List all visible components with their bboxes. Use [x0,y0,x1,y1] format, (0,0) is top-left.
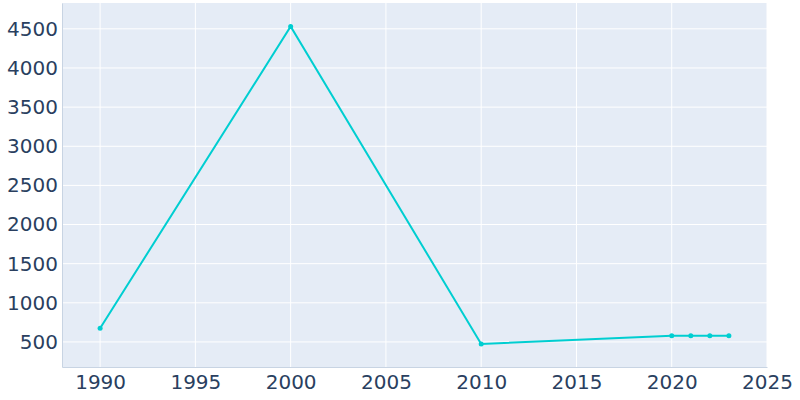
x-tick-label: 2020 [647,370,698,394]
marker [707,333,712,338]
x-tick-label: 2000 [266,370,317,394]
y-axis-line [62,4,63,368]
y-tick-label: 2500 [7,173,58,197]
x-tick-label: 2010 [456,370,507,394]
y-tick: 2000 [7,212,62,236]
y-tick: 2500 [7,173,62,197]
y-grid-line [62,263,767,264]
x-tick-label: 1990 [75,370,126,394]
x-tick-label: 2005 [361,370,412,394]
line [100,26,729,343]
chart: 1990 1995 2000 2005 2010 2015 2020 2025 500 1000 1… [0,0,800,400]
y-tick-label: 1000 [7,291,58,315]
grid [62,3,767,367]
y-grid-line [62,302,767,303]
y-tick-label: 3500 [7,95,58,119]
x-tick: 1995 [170,367,221,394]
x-tick: 2000 [266,367,317,394]
y-tick: 3500 [7,95,62,119]
x-tick: 2010 [456,367,507,394]
y-grid-line [62,341,767,342]
marker [288,24,293,29]
x-tick: 2015 [552,367,603,394]
y-grid-line [62,28,767,29]
marker [669,333,674,338]
y-tick-label: 1500 [7,252,58,276]
y-grid-line [62,185,767,186]
marker [479,341,484,346]
y-tick: 4000 [7,56,62,80]
y-tick: 500 [20,330,62,354]
y-tick: 3000 [7,134,62,158]
x-tick-label: 1995 [170,370,221,394]
y-grid-line [62,146,767,147]
marker [98,326,103,331]
x-axis-line [63,367,768,368]
plot: 1990 1995 2000 2005 2010 2015 2020 2025 500 1000 1… [7,3,793,394]
y-grid-line [62,224,767,225]
x-tick: 2005 [361,367,412,394]
y-tick: 1000 [7,291,62,315]
y-tick-label: 4500 [7,17,58,41]
y-tick-label: 500 [20,330,58,354]
plot-background [62,3,767,367]
x-tick-label: 2025 [742,370,793,394]
y-axis: 500 1000 1500 2000 2500 3000 3500 4000 4500 [7,4,62,368]
y-grid-line [62,67,767,68]
marker [726,333,731,338]
series [98,24,732,346]
x-axis: 1990 1995 2000 2005 2010 2015 2020 2025 [63,367,793,394]
x-tick: 2025 [742,367,793,394]
x-tick-label: 2015 [552,370,603,394]
y-tick-label: 2000 [7,212,58,236]
y-tick: 1500 [7,252,62,276]
y-grid-line [62,107,767,108]
y-tick-label: 4000 [7,56,58,80]
y-tick-label: 3000 [7,134,58,158]
y-tick: 4500 [7,17,62,41]
x-tick: 1990 [75,367,126,394]
x-tick: 2020 [647,367,698,394]
marker [688,333,693,338]
